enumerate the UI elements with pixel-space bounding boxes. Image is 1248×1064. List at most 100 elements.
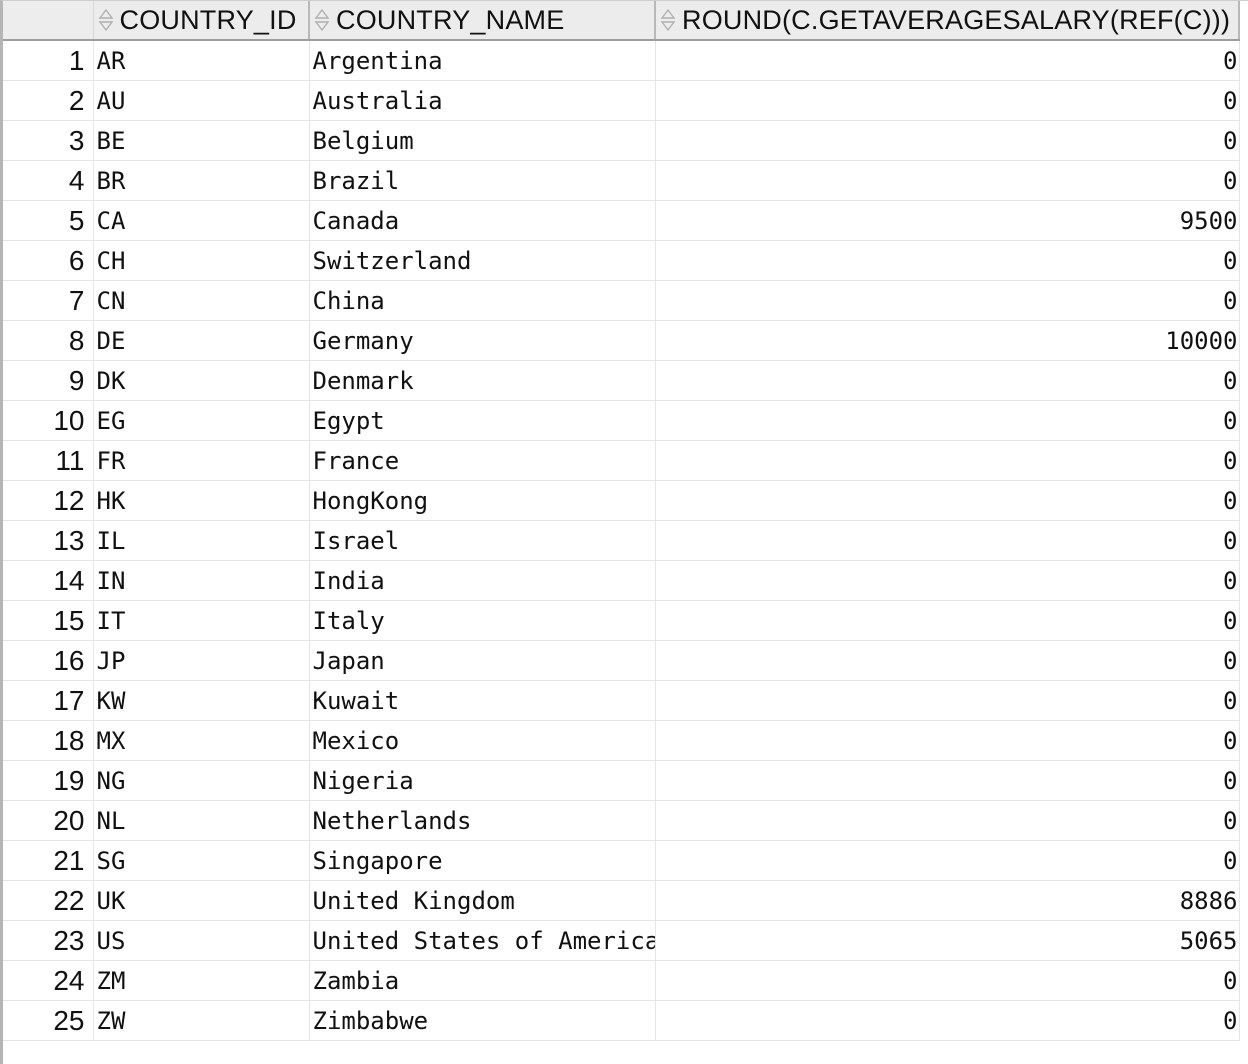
country-name-cell[interactable]: Japan (309, 640, 656, 681)
sort-icon[interactable] (314, 8, 330, 32)
country-name-cell[interactable]: United Kingdom (309, 880, 656, 921)
row-number[interactable]: 5 (3, 200, 94, 241)
country-name-cell[interactable]: Denmark (309, 360, 656, 401)
row-number[interactable]: 24 (3, 960, 94, 1001)
row-number-header[interactable] (3, 1, 94, 41)
row-number[interactable]: 4 (3, 160, 94, 201)
country-id-cell[interactable]: MX (93, 720, 310, 761)
country-id-cell[interactable]: US (93, 920, 310, 961)
average-salary-cell[interactable]: 9500 (655, 200, 1240, 241)
average-salary-cell[interactable]: 0 (655, 840, 1240, 881)
average-salary-cell[interactable]: 0 (655, 480, 1240, 521)
country-name-cell[interactable]: Brazil (309, 160, 656, 201)
sort-icon[interactable] (660, 8, 676, 32)
row-number[interactable]: 23 (3, 920, 94, 961)
table-row[interactable]: 25 ZW Zimbabwe 0 (3, 1000, 1240, 1041)
table-row[interactable]: 18 MX Mexico 0 (3, 720, 1240, 761)
average-salary-cell[interactable]: 5065 (655, 920, 1240, 961)
table-row[interactable]: 24 ZM Zambia 0 (3, 960, 1240, 1001)
country-name-cell[interactable]: Netherlands (309, 800, 656, 841)
country-id-cell[interactable]: IN (93, 560, 310, 601)
country-id-cell[interactable]: AR (93, 40, 310, 81)
country-id-cell[interactable]: DE (93, 320, 310, 361)
country-id-cell[interactable]: BR (93, 160, 310, 201)
row-number[interactable]: 20 (3, 800, 94, 841)
column-header-average-salary[interactable]: ROUND(C.GETAVERAGESALARY(REF(C))) (655, 1, 1240, 41)
average-salary-cell[interactable]: 8886 (655, 880, 1240, 921)
country-id-cell[interactable]: HK (93, 480, 310, 521)
average-salary-cell[interactable]: 0 (655, 600, 1240, 641)
row-number[interactable]: 14 (3, 560, 94, 601)
country-id-cell[interactable]: KW (93, 680, 310, 721)
country-id-cell[interactable]: DK (93, 360, 310, 401)
country-id-cell[interactable]: ZW (93, 1000, 310, 1041)
table-row[interactable]: 5 CA Canada 9500 (3, 200, 1240, 241)
average-salary-cell[interactable]: 0 (655, 800, 1240, 841)
country-name-cell[interactable]: Canada (309, 200, 656, 241)
country-name-cell[interactable]: Australia (309, 80, 656, 121)
row-number[interactable]: 22 (3, 880, 94, 921)
country-id-cell[interactable]: NL (93, 800, 310, 841)
table-row[interactable]: 3 BE Belgium 0 (3, 120, 1240, 161)
average-salary-cell[interactable]: 0 (655, 400, 1240, 441)
average-salary-cell[interactable]: 0 (655, 720, 1240, 761)
country-id-cell[interactable]: JP (93, 640, 310, 681)
country-name-cell[interactable]: Germany (309, 320, 656, 361)
table-row[interactable]: 20 NL Netherlands 0 (3, 800, 1240, 841)
row-number[interactable]: 25 (3, 1000, 94, 1041)
average-salary-cell[interactable]: 0 (655, 240, 1240, 281)
average-salary-cell[interactable]: 0 (655, 160, 1240, 201)
table-row[interactable]: 15 IT Italy 0 (3, 600, 1240, 641)
table-row[interactable]: 23 US United States of America 5065 (3, 920, 1240, 961)
row-number[interactable]: 15 (3, 600, 94, 641)
table-row[interactable]: 21 SG Singapore 0 (3, 840, 1240, 881)
country-name-cell[interactable]: HongKong (309, 480, 656, 521)
average-salary-cell[interactable]: 0 (655, 360, 1240, 401)
average-salary-cell[interactable]: 0 (655, 1000, 1240, 1041)
table-row[interactable]: 2 AU Australia 0 (3, 80, 1240, 121)
country-name-cell[interactable]: Switzerland (309, 240, 656, 281)
row-number[interactable]: 17 (3, 680, 94, 721)
country-id-cell[interactable]: NG (93, 760, 310, 801)
column-header-country-id[interactable]: COUNTRY_ID (93, 1, 310, 41)
country-id-cell[interactable]: CN (93, 280, 310, 321)
row-number[interactable]: 13 (3, 520, 94, 561)
country-name-cell[interactable]: Argentina (309, 40, 656, 81)
average-salary-cell[interactable]: 0 (655, 80, 1240, 121)
row-number[interactable]: 12 (3, 480, 94, 521)
row-number[interactable]: 11 (3, 440, 94, 481)
country-name-cell[interactable]: Singapore (309, 840, 656, 881)
average-salary-cell[interactable]: 0 (655, 640, 1240, 681)
column-header-country-name[interactable]: COUNTRY_NAME (309, 1, 656, 41)
country-id-cell[interactable]: CH (93, 240, 310, 281)
average-salary-cell[interactable]: 0 (655, 280, 1240, 321)
country-id-cell[interactable]: FR (93, 440, 310, 481)
row-number[interactable]: 7 (3, 280, 94, 321)
country-name-cell[interactable]: Egypt (309, 400, 656, 441)
country-id-cell[interactable]: AU (93, 80, 310, 121)
table-row[interactable]: 10 EG Egypt 0 (3, 400, 1240, 441)
country-name-cell[interactable]: United States of America (309, 920, 656, 961)
country-name-cell[interactable]: China (309, 280, 656, 321)
country-name-cell[interactable]: India (309, 560, 656, 601)
table-row[interactable]: 12 HK HongKong 0 (3, 480, 1240, 521)
average-salary-cell[interactable]: 0 (655, 560, 1240, 601)
average-salary-cell[interactable]: 0 (655, 520, 1240, 561)
sort-icon[interactable] (98, 8, 114, 32)
row-number[interactable]: 10 (3, 400, 94, 441)
row-number[interactable]: 2 (3, 80, 94, 121)
row-number[interactable]: 18 (3, 720, 94, 761)
row-number[interactable]: 16 (3, 640, 94, 681)
country-id-cell[interactable]: IT (93, 600, 310, 641)
country-name-cell[interactable]: Italy (309, 600, 656, 641)
table-row[interactable]: 4 BR Brazil 0 (3, 160, 1240, 201)
country-name-cell[interactable]: France (309, 440, 656, 481)
country-id-cell[interactable]: CA (93, 200, 310, 241)
table-row[interactable]: 6 CH Switzerland 0 (3, 240, 1240, 281)
row-number[interactable]: 3 (3, 120, 94, 161)
table-row[interactable]: 9 DK Denmark 0 (3, 360, 1240, 401)
average-salary-cell[interactable]: 0 (655, 760, 1240, 801)
table-row[interactable]: 13 IL Israel 0 (3, 520, 1240, 561)
row-number[interactable]: 19 (3, 760, 94, 801)
average-salary-cell[interactable]: 0 (655, 680, 1240, 721)
